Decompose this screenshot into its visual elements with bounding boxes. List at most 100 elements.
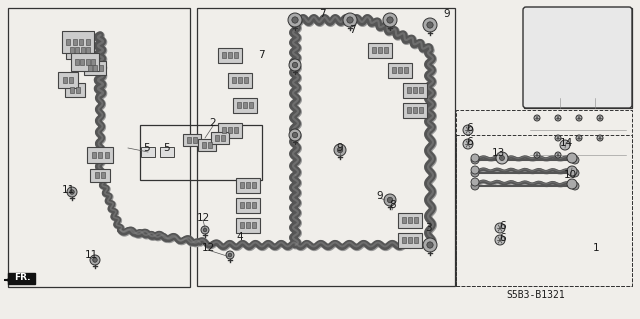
Bar <box>398 67 402 73</box>
Text: 8: 8 <box>390 200 396 210</box>
Circle shape <box>571 156 579 164</box>
Bar <box>86 39 90 45</box>
Bar <box>88 65 92 71</box>
Text: 6: 6 <box>500 233 506 243</box>
Text: 6: 6 <box>467 137 474 147</box>
Bar <box>86 47 90 53</box>
Bar <box>228 127 232 133</box>
Bar <box>71 53 99 71</box>
Text: 10: 10 <box>563 170 577 180</box>
Circle shape <box>499 155 504 160</box>
Circle shape <box>471 182 479 190</box>
Bar <box>456 135 632 286</box>
Circle shape <box>496 152 508 164</box>
Circle shape <box>343 13 357 27</box>
Bar <box>80 59 84 65</box>
Text: 4: 4 <box>237 232 243 242</box>
Circle shape <box>495 223 505 233</box>
Circle shape <box>347 17 353 23</box>
Circle shape <box>387 17 393 23</box>
Bar <box>246 182 250 188</box>
Bar <box>228 72 252 87</box>
Circle shape <box>534 115 540 121</box>
Circle shape <box>495 235 505 245</box>
Bar <box>419 107 423 113</box>
Bar <box>368 42 392 57</box>
Bar <box>95 172 99 178</box>
Text: 11: 11 <box>84 250 98 260</box>
Bar <box>92 59 95 65</box>
Circle shape <box>292 132 298 138</box>
Bar <box>183 134 201 146</box>
Bar <box>58 72 78 88</box>
Circle shape <box>597 135 603 141</box>
Text: 3: 3 <box>425 223 431 233</box>
Text: 6: 6 <box>467 123 474 133</box>
Bar <box>75 59 79 65</box>
Circle shape <box>571 182 579 190</box>
Bar <box>238 77 242 83</box>
Bar <box>392 67 396 73</box>
Bar <box>62 31 94 53</box>
Bar <box>244 77 248 83</box>
Circle shape <box>576 135 582 141</box>
Bar <box>240 202 244 208</box>
Bar <box>456 110 632 286</box>
Text: 6: 6 <box>500 221 506 231</box>
Bar <box>99 65 102 71</box>
Text: 9: 9 <box>337 143 343 153</box>
Bar <box>69 77 74 83</box>
Circle shape <box>70 190 74 194</box>
Bar <box>87 147 113 163</box>
Circle shape <box>555 135 561 141</box>
Bar <box>222 127 226 133</box>
Bar <box>141 147 155 157</box>
Bar <box>240 222 244 228</box>
Bar <box>93 65 97 71</box>
Bar <box>402 217 406 223</box>
Bar <box>140 125 262 180</box>
Circle shape <box>423 238 437 252</box>
Bar <box>70 47 74 53</box>
Bar <box>402 237 406 243</box>
Bar <box>234 52 238 58</box>
Bar <box>407 87 411 93</box>
Bar <box>404 67 408 73</box>
Text: 2: 2 <box>210 118 216 128</box>
Text: 14: 14 <box>559 138 573 148</box>
Bar <box>236 177 260 192</box>
Text: 5: 5 <box>164 143 170 153</box>
Bar <box>66 41 94 59</box>
Circle shape <box>423 18 437 32</box>
Circle shape <box>567 153 577 163</box>
Text: 9: 9 <box>377 191 383 201</box>
Bar <box>218 122 242 137</box>
Bar <box>215 135 219 141</box>
Bar <box>84 61 106 75</box>
Circle shape <box>201 226 209 234</box>
Bar <box>208 142 212 148</box>
Circle shape <box>427 242 433 248</box>
Bar <box>70 87 74 93</box>
Bar <box>160 147 174 157</box>
Bar <box>8 8 190 287</box>
Bar <box>218 48 242 63</box>
Bar <box>378 47 382 53</box>
Text: 7: 7 <box>258 50 264 60</box>
Circle shape <box>292 17 298 23</box>
Circle shape <box>471 154 479 162</box>
Bar <box>98 152 102 158</box>
Circle shape <box>384 194 396 206</box>
Circle shape <box>292 62 298 68</box>
Bar <box>246 222 250 228</box>
Bar <box>101 172 106 178</box>
Bar <box>249 102 253 108</box>
Circle shape <box>555 115 561 121</box>
Bar <box>252 182 256 188</box>
Bar <box>252 222 256 228</box>
Circle shape <box>228 253 232 257</box>
Bar <box>246 202 250 208</box>
Polygon shape <box>8 273 35 284</box>
Bar <box>419 87 423 93</box>
Circle shape <box>204 228 207 232</box>
